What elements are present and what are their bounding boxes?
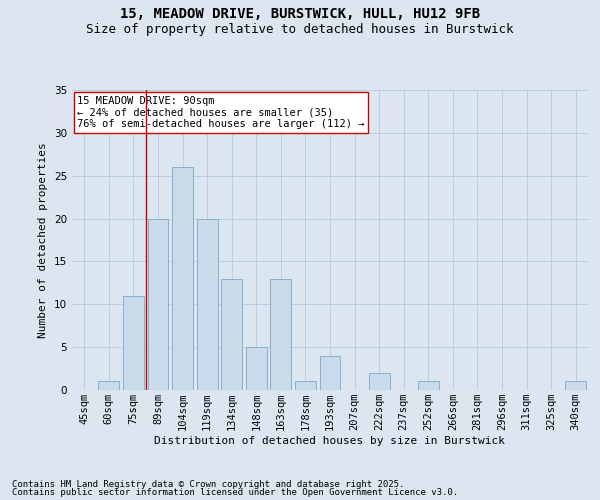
Text: Size of property relative to detached houses in Burstwick: Size of property relative to detached ho… — [86, 22, 514, 36]
Bar — [246, 347, 267, 390]
Bar — [98, 382, 119, 390]
Bar — [565, 382, 586, 390]
Bar — [418, 382, 439, 390]
Bar — [197, 218, 218, 390]
Bar — [271, 278, 292, 390]
Bar — [221, 278, 242, 390]
Bar — [368, 373, 389, 390]
Y-axis label: Number of detached properties: Number of detached properties — [38, 142, 49, 338]
Text: Contains public sector information licensed under the Open Government Licence v3: Contains public sector information licen… — [12, 488, 458, 497]
Bar — [320, 356, 340, 390]
Text: 15, MEADOW DRIVE, BURSTWICK, HULL, HU12 9FB: 15, MEADOW DRIVE, BURSTWICK, HULL, HU12 … — [120, 8, 480, 22]
Bar — [295, 382, 316, 390]
X-axis label: Distribution of detached houses by size in Burstwick: Distribution of detached houses by size … — [155, 436, 505, 446]
Text: 15 MEADOW DRIVE: 90sqm
← 24% of detached houses are smaller (35)
76% of semi-det: 15 MEADOW DRIVE: 90sqm ← 24% of detached… — [77, 96, 365, 129]
Bar — [148, 218, 169, 390]
Bar — [172, 167, 193, 390]
Bar — [123, 296, 144, 390]
Text: Contains HM Land Registry data © Crown copyright and database right 2025.: Contains HM Land Registry data © Crown c… — [12, 480, 404, 489]
